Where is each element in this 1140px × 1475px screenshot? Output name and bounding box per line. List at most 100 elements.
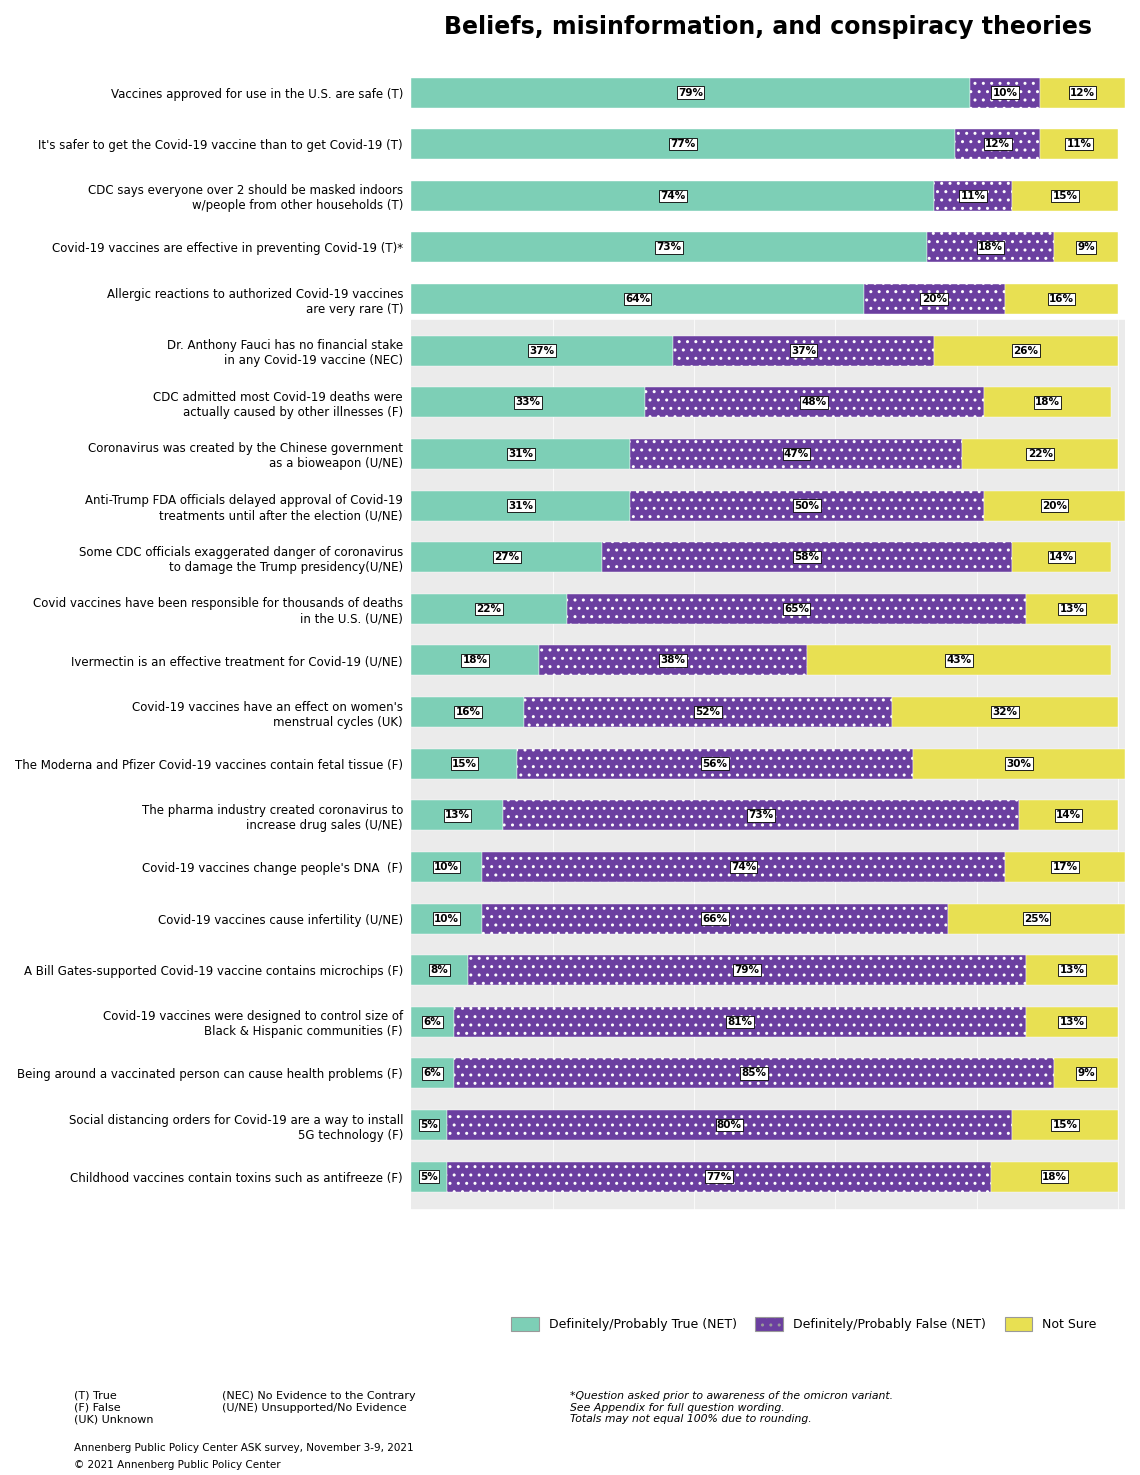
Bar	[1026, 594, 1118, 624]
Bar	[969, 78, 1040, 108]
Text: 73%: 73%	[749, 810, 774, 820]
Bar	[412, 904, 482, 934]
Text: 12%: 12%	[985, 139, 1010, 149]
Bar	[467, 956, 1026, 985]
Legend: Definitely/Probably True (NET), Definitely/Probably False (NET), Not Sure: Definitely/Probably True (NET), Definite…	[506, 1313, 1101, 1336]
Bar	[567, 594, 1026, 624]
Bar	[644, 388, 984, 417]
Bar	[962, 440, 1118, 469]
Text: 10%: 10%	[993, 87, 1017, 97]
Bar	[630, 491, 984, 521]
Bar	[630, 440, 962, 469]
Bar	[891, 698, 1118, 727]
Text: Annenberg Public Policy Center ASK survey, November 3-9, 2021: Annenberg Public Policy Center ASK surve…	[74, 1443, 414, 1453]
Bar	[454, 1007, 1026, 1037]
Text: 16%: 16%	[455, 707, 480, 717]
Text: 9%: 9%	[1077, 242, 1094, 252]
Bar	[412, 801, 503, 830]
Bar	[948, 904, 1125, 934]
Bar	[955, 130, 1040, 159]
Text: 17%: 17%	[1052, 861, 1077, 872]
Bar	[984, 388, 1110, 417]
Bar	[412, 336, 673, 366]
Text: 85%: 85%	[741, 1068, 766, 1078]
Text: 6%: 6%	[424, 1068, 441, 1078]
Bar	[927, 233, 1054, 263]
Text: 15%: 15%	[1052, 1120, 1077, 1130]
Bar	[412, 78, 969, 108]
Bar	[454, 1059, 1054, 1089]
Text: 6%: 6%	[424, 1016, 441, 1027]
Text: 65%: 65%	[784, 603, 809, 614]
Bar	[412, 233, 927, 263]
Text: 80%: 80%	[717, 1120, 742, 1130]
Text: 56%: 56%	[702, 758, 727, 768]
Text: 74%: 74%	[731, 861, 756, 872]
Bar	[1012, 543, 1110, 572]
Bar	[412, 388, 644, 417]
Text: 20%: 20%	[922, 294, 946, 304]
Bar	[412, 646, 538, 676]
Bar	[482, 853, 1004, 882]
Bar	[412, 1059, 454, 1089]
Text: 73%: 73%	[657, 242, 682, 252]
Text: 8%: 8%	[431, 965, 448, 975]
Text: 18%: 18%	[463, 655, 488, 665]
Bar	[1040, 130, 1118, 159]
Bar	[991, 1162, 1118, 1192]
Text: 52%: 52%	[695, 707, 720, 717]
Text: (T) True
(F) False
(UK) Unknown: (T) True (F) False (UK) Unknown	[74, 1391, 154, 1425]
Text: 64%: 64%	[625, 294, 650, 304]
Text: 48%: 48%	[801, 397, 826, 407]
Bar	[447, 1111, 1012, 1140]
Bar	[412, 594, 567, 624]
Bar	[412, 285, 864, 314]
Text: 18%: 18%	[1035, 397, 1060, 407]
Text: 33%: 33%	[515, 397, 540, 407]
Text: 14%: 14%	[1049, 552, 1074, 562]
Bar	[412, 1162, 447, 1192]
Text: 77%: 77%	[670, 139, 697, 149]
Text: 18%: 18%	[978, 242, 1003, 252]
Bar	[1054, 1059, 1118, 1089]
Bar	[447, 1162, 991, 1192]
Text: 22%: 22%	[1027, 448, 1052, 459]
Bar	[1054, 233, 1118, 263]
Text: 11%: 11%	[1067, 139, 1092, 149]
Bar	[412, 853, 482, 882]
Text: 10%: 10%	[434, 861, 459, 872]
Bar	[482, 904, 948, 934]
Text: 79%: 79%	[734, 965, 759, 975]
Text: 66%: 66%	[702, 913, 727, 923]
Text: 15%: 15%	[1052, 190, 1077, 201]
Text: 14%: 14%	[1056, 810, 1081, 820]
Text: 13%: 13%	[1059, 965, 1084, 975]
Text: 47%: 47%	[784, 448, 809, 459]
Text: 13%: 13%	[1059, 1016, 1084, 1027]
Text: © 2021 Annenberg Public Policy Center: © 2021 Annenberg Public Policy Center	[74, 1460, 280, 1471]
Text: 43%: 43%	[946, 655, 971, 665]
Text: 10%: 10%	[434, 913, 459, 923]
Text: 32%: 32%	[993, 707, 1017, 717]
Bar	[412, 956, 467, 985]
Text: 37%: 37%	[791, 345, 816, 355]
Bar	[1012, 181, 1118, 211]
Text: 31%: 31%	[508, 500, 534, 510]
Text: 79%: 79%	[678, 87, 703, 97]
Bar	[984, 491, 1125, 521]
Bar	[412, 1111, 447, 1140]
Bar	[412, 543, 602, 572]
Bar	[412, 181, 934, 211]
Text: 77%: 77%	[706, 1171, 732, 1181]
Bar	[1012, 1111, 1118, 1140]
Text: 15%: 15%	[451, 758, 477, 768]
Bar	[412, 440, 630, 469]
Text: 74%: 74%	[660, 190, 685, 201]
Bar	[1026, 956, 1118, 985]
Text: 18%: 18%	[1042, 1171, 1067, 1181]
Bar	[913, 749, 1125, 779]
Bar	[412, 130, 955, 159]
Bar	[1026, 1007, 1118, 1037]
Bar	[807, 646, 1110, 676]
Title: Beliefs, misinformation, and conspiracy theories: Beliefs, misinformation, and conspiracy …	[445, 15, 1092, 38]
